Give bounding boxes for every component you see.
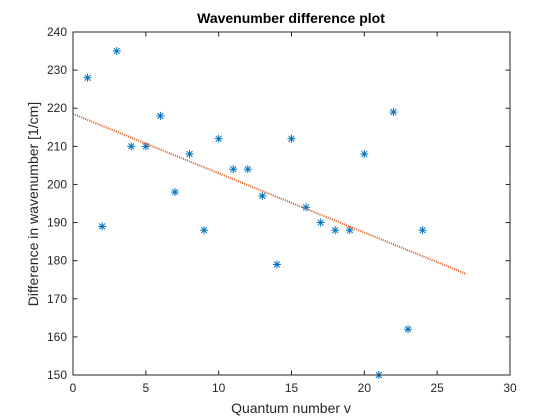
axis-ticks: 0 5 10 15 20 25 30 150 160 170 180 190 200 210 220 230 2… xyxy=(47,25,517,395)
chart-marks xyxy=(72,47,467,379)
x-tick-label: 25 xyxy=(430,381,444,395)
y-tick-label: 170 xyxy=(47,292,67,306)
y-tick-label: 160 xyxy=(47,330,67,344)
x-tick-label: 5 xyxy=(142,381,149,395)
data-point xyxy=(200,226,209,235)
y-tick-label: 230 xyxy=(47,63,67,77)
data-point xyxy=(98,222,107,231)
data-point xyxy=(360,149,369,158)
x-tick-label: 30 xyxy=(503,381,517,395)
data-point xyxy=(272,260,281,269)
chart-title: Wavenumber difference plot xyxy=(197,10,385,26)
y-tick-label: 240 xyxy=(47,25,67,39)
x-tick-label: 20 xyxy=(358,381,372,395)
data-point xyxy=(156,111,165,120)
data-point xyxy=(287,134,296,143)
data-point xyxy=(316,218,325,227)
data-point xyxy=(83,73,92,82)
data-point xyxy=(170,188,179,197)
data-point xyxy=(243,165,252,174)
data-point xyxy=(302,203,311,212)
y-tick-label: 180 xyxy=(47,254,67,268)
data-point xyxy=(331,226,340,235)
data-point xyxy=(112,47,121,56)
x-tick-label: 0 xyxy=(70,381,77,395)
x-axis-label: Quantum number v xyxy=(231,400,351,416)
data-point xyxy=(141,142,150,151)
y-tick-label: 200 xyxy=(47,177,67,191)
fit-line xyxy=(72,113,467,275)
data-point xyxy=(258,191,267,200)
data-point xyxy=(418,226,427,235)
data-point xyxy=(127,142,136,151)
data-point xyxy=(185,149,194,158)
x-tick-label: 15 xyxy=(285,381,299,395)
x-tick-label: 10 xyxy=(212,381,226,395)
y-tick-label: 150 xyxy=(47,368,67,382)
y-tick-label: 220 xyxy=(47,101,67,115)
data-point xyxy=(214,134,223,143)
y-tick-label: 210 xyxy=(47,139,67,153)
y-axis-label: Difference in wavenumber [1/cm] xyxy=(25,102,41,306)
data-point xyxy=(404,325,413,334)
y-tick-label: 190 xyxy=(47,216,67,230)
data-point xyxy=(389,108,398,117)
data-point xyxy=(229,165,238,174)
data-point xyxy=(345,226,354,235)
